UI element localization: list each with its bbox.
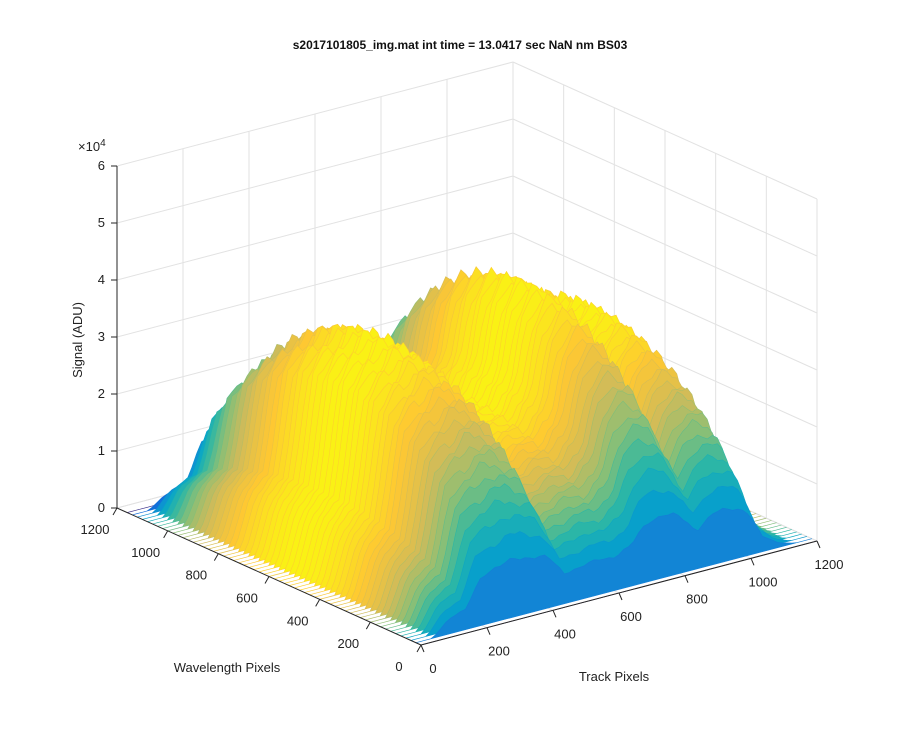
x-tick (618, 592, 623, 601)
x-tick-label: 400 (554, 626, 576, 641)
wall-grid-line (512, 61, 818, 200)
z-tick-label: 6 (98, 158, 105, 173)
wall-grid-line (512, 175, 818, 314)
wall-grid-line (116, 61, 514, 167)
x-tick (684, 575, 689, 583)
wall-grid-line (116, 175, 514, 281)
z-tick-label: 3 (98, 329, 105, 344)
z-tick-label: 0 (98, 500, 105, 515)
x-tick (420, 644, 425, 653)
y-tick (213, 553, 219, 561)
y-tick (163, 530, 169, 539)
surface-strip (415, 507, 812, 643)
chart-title: s2017101805_img.mat int time = 13.0417 s… (293, 38, 628, 52)
x-tick-label: 600 (620, 609, 642, 624)
y-tick-label: 600 (236, 591, 258, 606)
wall-grid-line (116, 232, 514, 338)
wall-grid-line (512, 118, 818, 257)
y-tick-label: 0 (395, 659, 402, 674)
x-tick-label: 200 (488, 644, 510, 659)
wall-grid-line (116, 118, 514, 224)
wall-grid-line (512, 232, 818, 371)
y-tick-label: 400 (287, 613, 309, 628)
y-axis-label: Wavelength Pixels (174, 660, 281, 675)
y-tick (264, 576, 270, 584)
y-tick (112, 507, 118, 516)
y-tick (315, 599, 321, 607)
x-tick-label: 0 (429, 661, 436, 676)
tick-labels: 0200400600800100012000200400600800100012… (81, 158, 844, 676)
x-tick (552, 610, 557, 618)
z-axis-label: Signal (ADU) (70, 302, 85, 378)
z-exponent: ×104 (78, 138, 106, 154)
x-tick (750, 558, 755, 566)
z-tick-label: 4 (98, 272, 105, 287)
y-tick-label: 1200 (81, 522, 110, 537)
x-axis-label: Track Pixels (579, 669, 650, 684)
y-tick (416, 644, 422, 653)
y-tick-label: 800 (185, 568, 207, 583)
x-tick (486, 627, 491, 635)
x-tick-label: 800 (686, 592, 708, 607)
z-tick-label: 1 (98, 443, 105, 458)
x-tick-label: 1000 (749, 574, 778, 589)
surface-plot (127, 266, 818, 646)
y-tick (365, 621, 371, 630)
x-tick-label: 1200 (815, 557, 844, 572)
y-tick-label: 1000 (131, 545, 160, 560)
z-tick-label: 2 (98, 386, 105, 401)
y-tick-label: 200 (337, 636, 359, 651)
z-tick-label: 5 (98, 215, 105, 230)
x-tick (816, 540, 821, 549)
